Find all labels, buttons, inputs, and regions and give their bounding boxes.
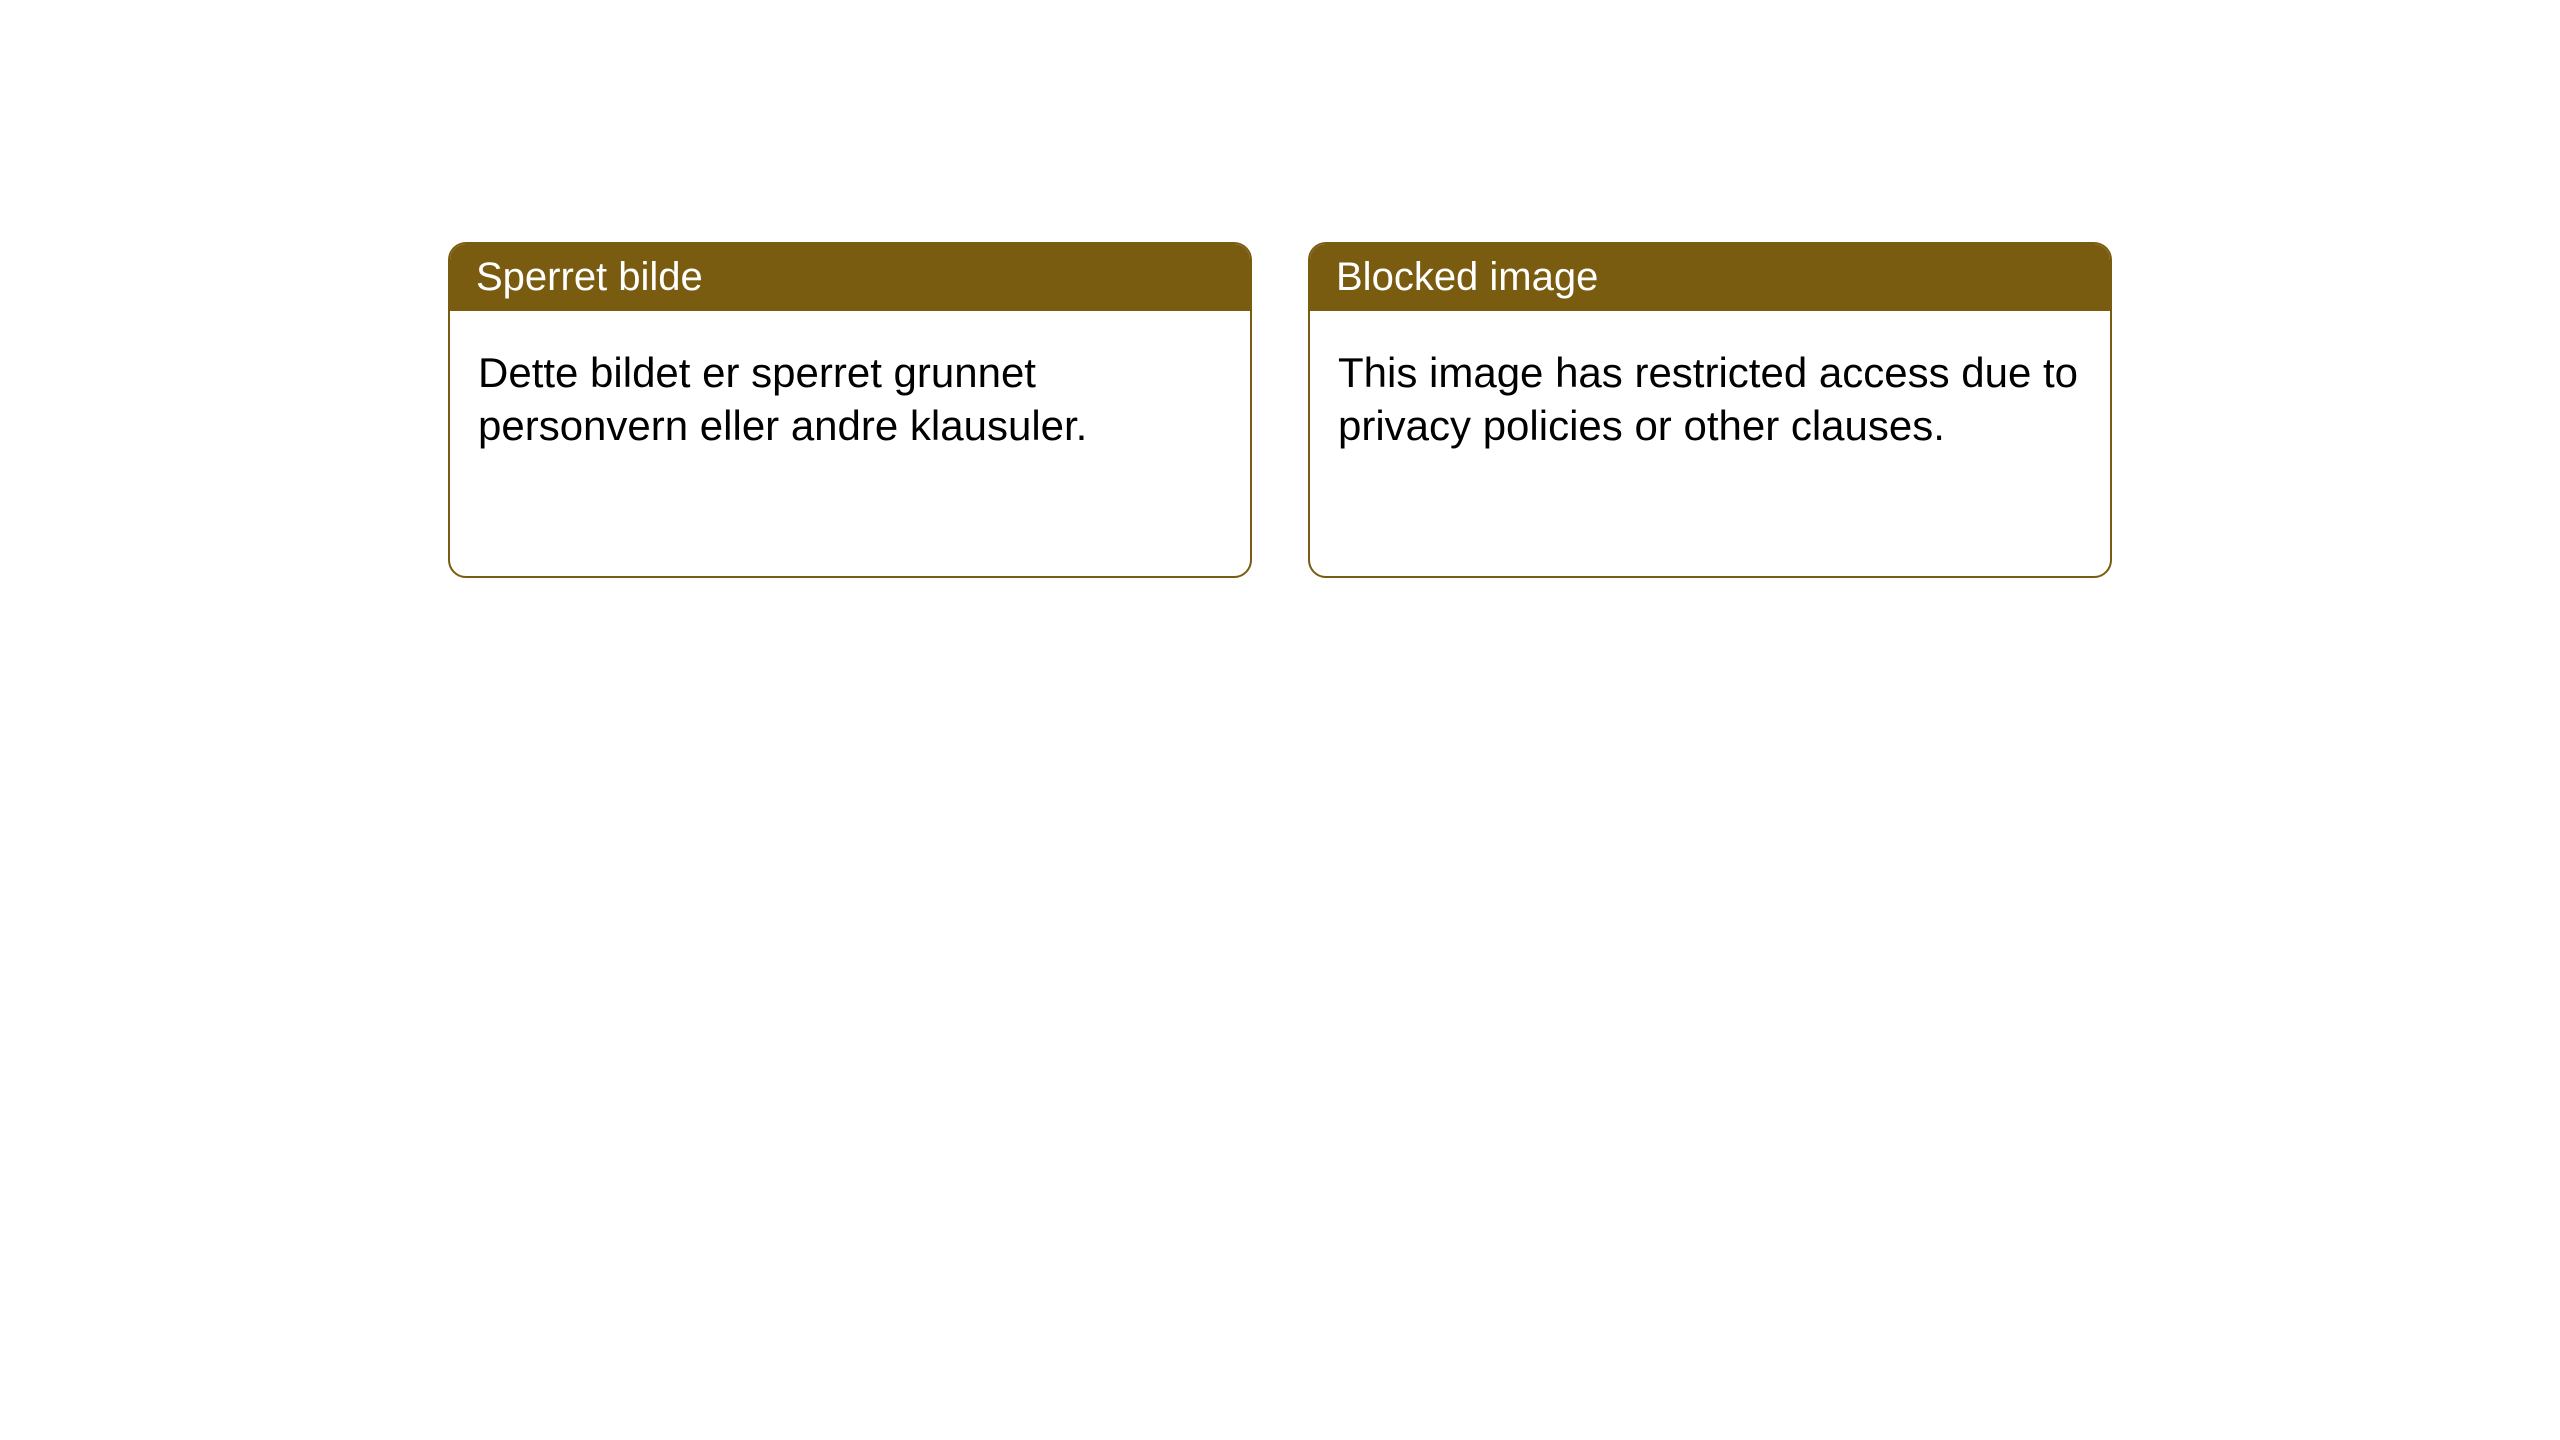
notice-body: This image has restricted access due to … [1310,311,2110,488]
notice-title: Blocked image [1336,255,1598,299]
notice-title: Sperret bilde [476,255,703,299]
notice-text: Dette bildet er sperret grunnet personve… [478,349,1087,449]
notice-text: This image has restricted access due to … [1338,349,2078,449]
notice-header: Sperret bilde [450,244,1250,311]
notice-body: Dette bildet er sperret grunnet personve… [450,311,1250,488]
notice-card-norwegian: Sperret bilde Dette bildet er sperret gr… [448,242,1252,578]
notice-header: Blocked image [1310,244,2110,311]
notice-container: Sperret bilde Dette bildet er sperret gr… [0,0,2560,578]
notice-card-english: Blocked image This image has restricted … [1308,242,2112,578]
